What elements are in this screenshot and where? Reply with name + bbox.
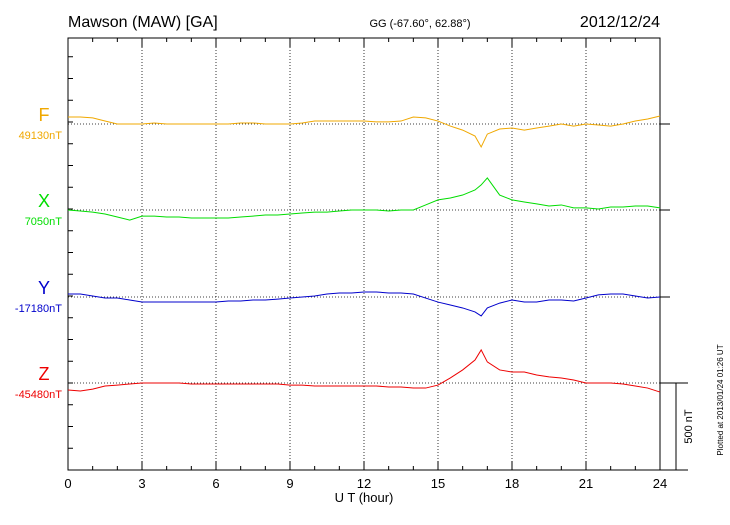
series-name: Y: [38, 278, 50, 298]
plot-note: Plotted at 2013/01/24 01:26 UT: [716, 344, 725, 455]
x-tick-label: 0: [64, 476, 71, 491]
trace: [68, 291, 661, 317]
x-tick-label: 12: [357, 476, 371, 491]
x-tick-label: 15: [431, 476, 445, 491]
trace: [67, 348, 661, 393]
chart-date: 2012/12/24: [580, 14, 660, 31]
series-name: F: [39, 105, 50, 125]
scale-bar-label: 500 nT: [683, 409, 695, 444]
chart-subtitle: GG (-67.60°, 62.88°): [369, 18, 470, 30]
trace: [68, 115, 661, 149]
chart-title: Mawson (MAW) [GA]: [68, 14, 218, 31]
x-tick-label: 21: [579, 476, 593, 491]
baseline-label: -45480nT: [15, 389, 62, 401]
x-tick-label: 18: [505, 476, 519, 491]
x-tick-label: 3: [138, 476, 145, 491]
trace: [67, 177, 661, 221]
baseline-label: -17180nT: [15, 303, 62, 315]
baseline-label: 7050nT: [25, 216, 63, 228]
x-tick-label: 6: [212, 476, 219, 491]
series-name: X: [38, 191, 50, 211]
baseline-label: 49130nT: [19, 130, 63, 142]
x-tick-label: 24: [653, 476, 667, 491]
x-tick-label: 9: [286, 476, 293, 491]
series-name: Z: [39, 364, 50, 384]
x-axis-label: U T (hour): [335, 490, 394, 505]
